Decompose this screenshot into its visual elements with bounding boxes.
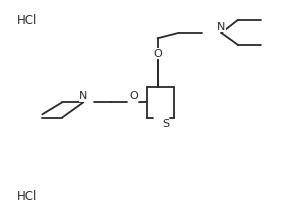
Text: HCl: HCl [17,190,37,203]
Text: O: O [129,91,138,101]
Text: N: N [79,91,88,101]
Text: S: S [162,119,169,129]
Text: N: N [217,22,226,32]
Text: O: O [153,49,162,59]
Text: HCl: HCl [17,15,37,28]
